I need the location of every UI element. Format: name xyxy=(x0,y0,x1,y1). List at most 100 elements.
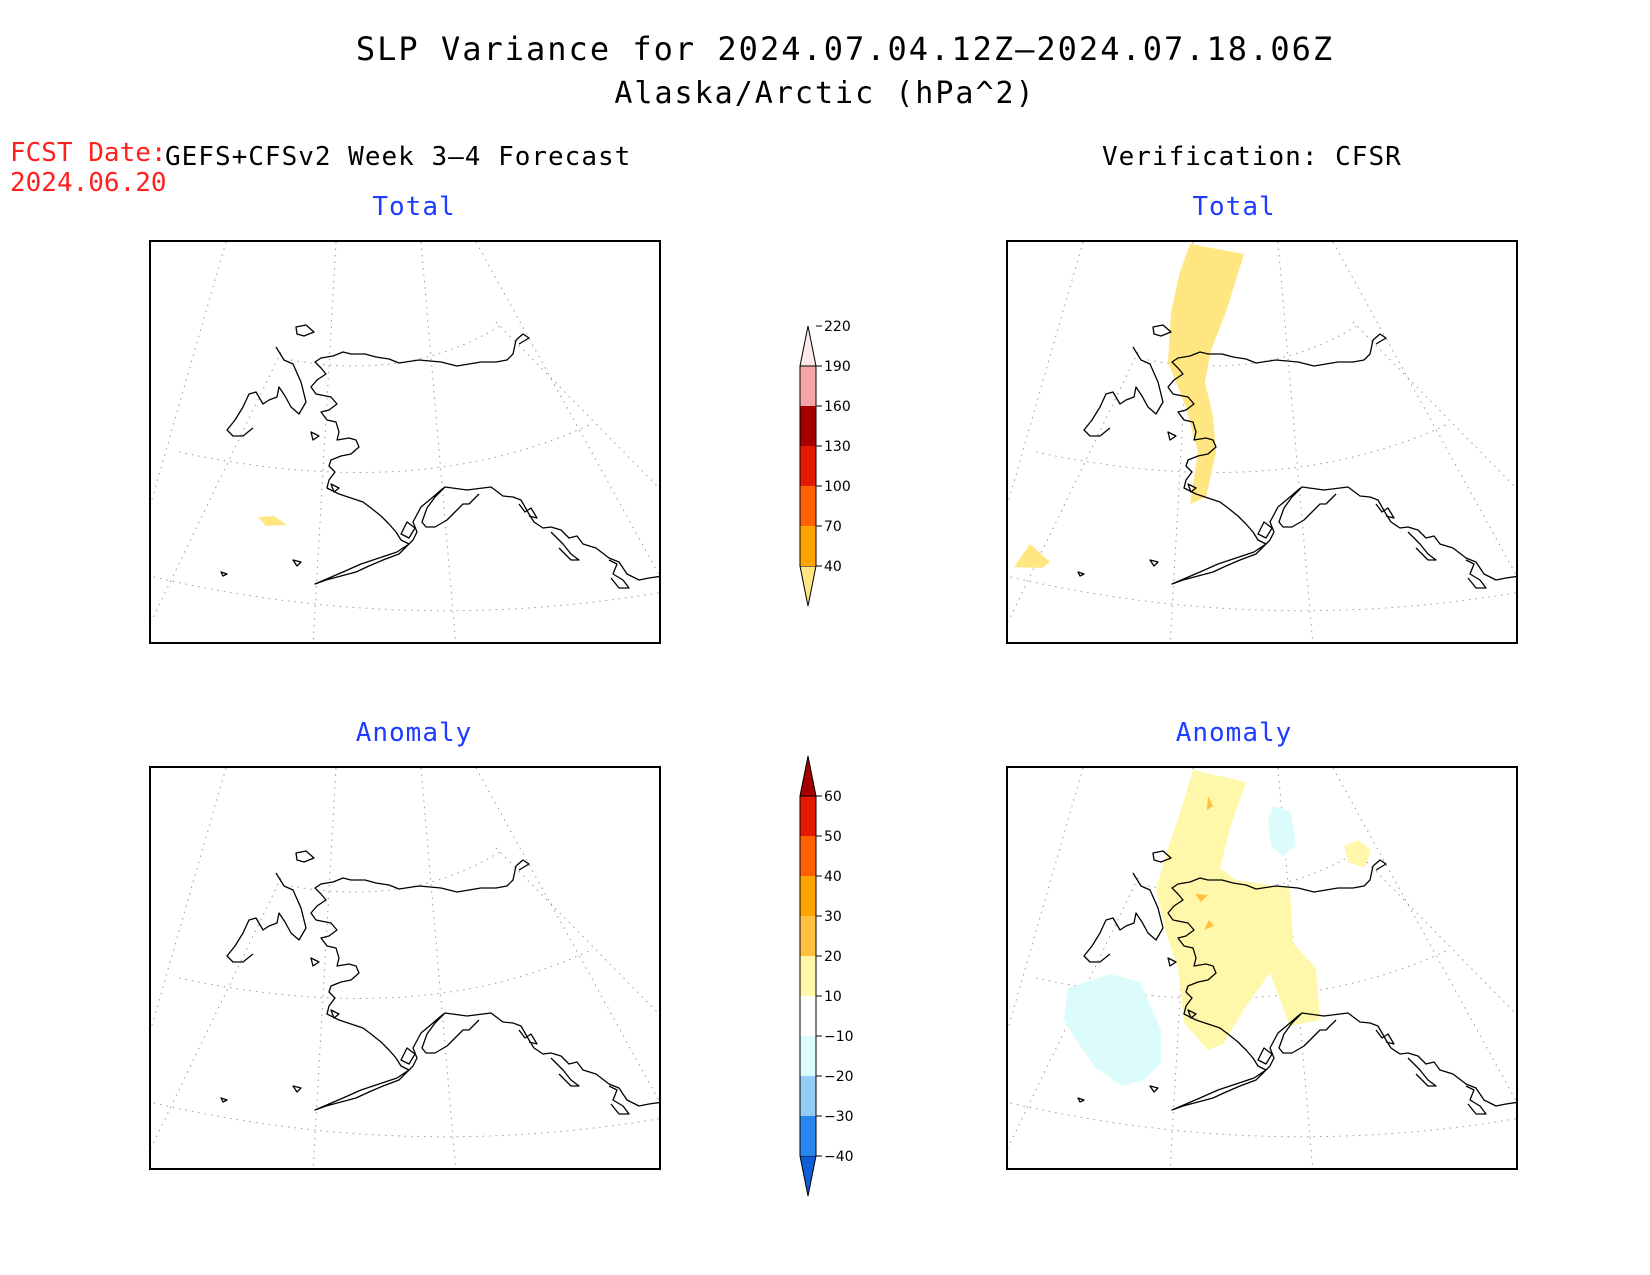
colorbar-segment xyxy=(800,406,816,446)
colorbar-segment xyxy=(800,1116,816,1156)
coastline-segment xyxy=(1149,559,1159,567)
colorbar-segment xyxy=(799,755,817,797)
coastline-segment xyxy=(226,872,307,963)
coastline-segment xyxy=(292,559,302,567)
variance-shading xyxy=(258,516,287,526)
coastline-segment xyxy=(1167,957,1177,967)
map-ver-anomaly xyxy=(1008,768,1516,1168)
map-fcst-total xyxy=(151,242,659,642)
coastline-segment xyxy=(1152,850,1172,863)
coastline-segment xyxy=(1152,324,1172,337)
coastline-segment xyxy=(1257,1047,1273,1065)
coastline-segment xyxy=(1407,531,1437,561)
coastline-segment xyxy=(412,486,480,541)
coastline-segment xyxy=(1269,486,1337,541)
variance-shading xyxy=(1014,244,1244,568)
shade-anom-negative-b xyxy=(1064,974,1161,1086)
colorbar-tick-label: 10 xyxy=(824,989,842,1005)
coastline-segment xyxy=(518,1029,538,1045)
ver-anomaly-label: Anomaly xyxy=(1175,718,1293,748)
grid-line xyxy=(495,321,659,489)
shade-total-band xyxy=(1168,244,1244,504)
colorbar-tick-label: 130 xyxy=(824,439,851,455)
coastline-segment xyxy=(1465,1085,1487,1115)
shade-anom-positive xyxy=(1156,770,1320,1050)
coastline-segment xyxy=(314,1065,414,1111)
coastline-segment xyxy=(1083,872,1164,963)
coastline-segment xyxy=(295,850,315,863)
coastline xyxy=(220,324,659,589)
colorbar-tick-label: −20 xyxy=(824,1069,854,1085)
coastline-segment xyxy=(1301,486,1516,581)
coastline-segment xyxy=(1167,339,1374,545)
fcst-total-label: Total xyxy=(372,192,456,222)
coastline-segment xyxy=(444,1012,659,1107)
chart-title: SLP Variance for 2024.07.04.12Z–2024.07.… xyxy=(355,30,1335,68)
coastline-segment xyxy=(608,1085,630,1115)
fcst-date-label: FCST Date: xyxy=(10,138,167,168)
shade-total-patch xyxy=(258,516,287,526)
grid-line xyxy=(312,242,337,642)
colorbar-tick-label: 30 xyxy=(824,909,842,925)
shade-anom-pos-20-a xyxy=(1207,796,1213,810)
grid-line xyxy=(1169,242,1194,642)
shade-anom-positive-small xyxy=(1344,840,1371,868)
coastline-segment xyxy=(412,1012,480,1067)
panel-fcst-total xyxy=(149,240,661,644)
coastline-segment xyxy=(1257,521,1273,539)
colorbar-tick-label: 70 xyxy=(824,519,842,535)
forecast-label: GEFS+CFSv2 Week 3–4 Forecast xyxy=(165,142,632,172)
coastline-segment xyxy=(515,859,530,871)
coastline-segment xyxy=(1167,431,1177,441)
colorbar-tick-label: 40 xyxy=(824,869,842,885)
coastline-segment xyxy=(1149,1085,1159,1093)
colorbar-tick-label: 20 xyxy=(824,949,842,965)
anomaly-colorbar: −40 −30 −20 −10 10 20 30 40 50 60 xyxy=(799,755,854,1197)
total-colorbar: 40 70 100 130 160 190 220 xyxy=(799,319,851,607)
lat-lon-grid xyxy=(151,768,659,1168)
coastline-segment xyxy=(608,559,630,589)
colorbar-segment xyxy=(799,325,817,367)
coastline-segment xyxy=(1077,571,1085,577)
coastline-segment xyxy=(400,521,416,539)
coastline-segment xyxy=(1407,1057,1437,1087)
panel-ver-total xyxy=(1006,240,1518,644)
coastline-segment xyxy=(310,865,517,1071)
panel-fcst-anomaly xyxy=(149,766,661,1170)
shade-anom-pos-20-b xyxy=(1195,894,1208,902)
anomaly-shading xyxy=(1064,770,1371,1086)
colorbar-segment xyxy=(800,996,816,1036)
coastline-segment xyxy=(1465,559,1487,589)
coastline-segment xyxy=(515,333,530,345)
colorbar-tick-label: −10 xyxy=(824,1029,854,1045)
coastline-segment xyxy=(220,571,228,577)
coastline-segment xyxy=(1375,1029,1395,1045)
grid-line xyxy=(420,242,457,642)
ver-total-label: Total xyxy=(1192,192,1276,222)
grid-line xyxy=(1277,242,1314,642)
fcst-date-value: 2024.06.20 xyxy=(10,168,167,198)
coastline xyxy=(1077,324,1516,589)
grid-line xyxy=(1352,321,1516,489)
coastline-segment xyxy=(400,1047,416,1065)
shade-anom-pos-20-c xyxy=(1204,920,1214,930)
colorbar-tick-label: 40 xyxy=(824,559,842,575)
chart-subtitle: Alaska/Arctic (hPa^2) xyxy=(614,76,1036,111)
grid-line xyxy=(420,768,457,1168)
colorbar-tick-label: 220 xyxy=(824,319,851,335)
grid-line xyxy=(1008,351,1139,623)
colorbar-segment xyxy=(800,366,816,406)
colorbar-segment xyxy=(800,876,816,916)
coastline-segment xyxy=(310,339,517,545)
colorbar-tick-label: 100 xyxy=(824,479,851,495)
coastline-segment xyxy=(1077,1097,1085,1103)
shade-anom-negative-a xyxy=(1268,806,1296,856)
colorbar-tick-label: 50 xyxy=(824,829,842,845)
coastline-segment xyxy=(444,486,659,581)
coastline-segment xyxy=(330,483,340,493)
colorbar-tick-label: 160 xyxy=(824,399,851,415)
colorbar-segment xyxy=(800,526,816,566)
coastline-segment xyxy=(1301,1012,1516,1107)
coastline-segment xyxy=(1372,333,1387,345)
